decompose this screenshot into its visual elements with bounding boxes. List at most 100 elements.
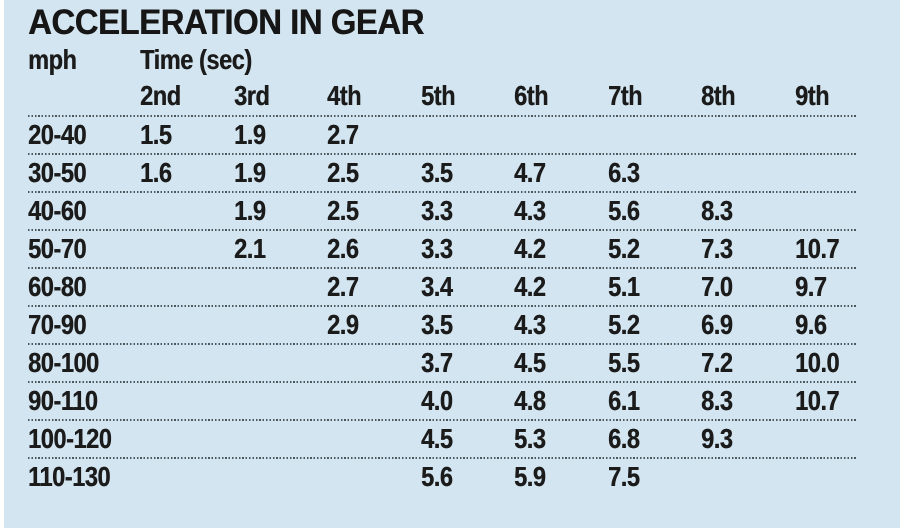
row-divider: [28, 457, 856, 459]
time-value: 1.5: [140, 119, 172, 150]
time-value: 2.6: [327, 233, 359, 264]
time-cell: [514, 126, 608, 144]
row-mph-label: 70-90: [28, 309, 87, 340]
gear-header-label: 6th: [514, 80, 549, 111]
row-mph-cell: 90-110: [28, 385, 140, 417]
time-cell: [234, 354, 328, 372]
time-cell: [140, 354, 234, 372]
time-value: 9.7: [794, 271, 827, 302]
time-value: 5.1: [607, 271, 640, 302]
time-value: 3.3: [420, 195, 453, 226]
time-cell: 4.2: [514, 271, 608, 303]
time-cell: [234, 392, 328, 410]
time-cell: 2.7: [327, 271, 421, 303]
time-cell: 7.5: [608, 461, 702, 493]
time-value: 6.1: [607, 385, 640, 416]
time-cell: 10.7: [795, 233, 857, 265]
mph-header-label: mph: [28, 44, 77, 75]
time-cell: 6.3: [608, 157, 702, 189]
gear-header-cell-3rd: 3rd: [234, 80, 328, 112]
time-cell: [795, 468, 857, 486]
row-mph-cell: 70-90: [28, 309, 140, 341]
time-cell: 8.3: [701, 385, 795, 417]
time-cell: 2.5: [327, 195, 421, 227]
row-mph-label: 80-100: [28, 347, 99, 378]
time-cell: [701, 126, 795, 144]
time-cell: 3.3: [421, 195, 515, 227]
time-sec-header-cell: Time (sec): [140, 44, 856, 76]
row-mph-cell: 20-40: [28, 119, 140, 151]
time-cell: 4.7: [514, 157, 608, 189]
gear-header-cell-6th: 6th: [514, 80, 608, 112]
time-value: 10.7: [794, 385, 840, 416]
time-value: 4.5: [420, 423, 453, 454]
time-cell: 5.9: [514, 461, 608, 493]
time-cell: 3.5: [421, 157, 515, 189]
time-value: 2.9: [327, 309, 359, 340]
time-cell: 2.7: [327, 119, 421, 151]
time-value: 2.5: [327, 157, 359, 188]
time-cell: 3.5: [421, 309, 515, 341]
row-mph-cell: 50-70: [28, 233, 140, 265]
page-title-text: ACCELERATION IN GEAR: [28, 3, 424, 42]
gear-header-label: 4th: [327, 80, 362, 111]
time-value: 2.1: [233, 233, 266, 264]
time-cell: 2.6: [327, 233, 421, 265]
time-cell: [140, 430, 234, 448]
row-mph-label: 60-80: [28, 271, 87, 302]
time-cell: [701, 164, 795, 182]
row-mph-cell: 60-80: [28, 271, 140, 303]
time-cell: 7.3: [701, 233, 795, 265]
time-value: 10.7: [794, 233, 840, 264]
row-mph-label: 90-110: [28, 385, 98, 416]
time-cell: 4.3: [514, 309, 608, 341]
time-value: 4.8: [514, 385, 546, 416]
time-cell: 4.5: [421, 423, 515, 455]
time-value: 5.2: [607, 309, 640, 340]
time-cell: 1.9: [234, 119, 328, 151]
time-cell: [327, 468, 421, 486]
time-cell: [140, 278, 234, 296]
time-cell: 9.7: [795, 271, 857, 303]
time-cell: [234, 316, 328, 334]
table-row: 30-50 1.6 1.9 2.5 3.5 4.7 6.3: [28, 155, 856, 191]
time-cell: [795, 164, 857, 182]
table-row: 90-110 4.0 4.8 6.1 8.3 10.7: [28, 383, 856, 419]
row-mph-label: 110-130: [28, 461, 111, 492]
time-value: 10.0: [794, 347, 840, 378]
gear-header-label: 9th: [794, 80, 829, 111]
time-cell: [701, 468, 795, 486]
gear-header-label: 8th: [701, 80, 736, 111]
time-cell: [234, 430, 328, 448]
table-row: 110-130 5.6 5.9 7.5: [28, 459, 856, 495]
time-value: 3.4: [420, 271, 453, 302]
gear-header-cell-2nd: 2nd: [140, 80, 234, 112]
time-value: 6.3: [607, 157, 640, 188]
row-mph-label: 100-120: [28, 423, 112, 454]
row-divider: [28, 267, 856, 269]
time-cell: [795, 126, 857, 144]
gear-header-label: 2nd: [140, 80, 181, 111]
time-cell: [421, 126, 515, 144]
time-cell: 3.4: [421, 271, 515, 303]
mph-header-cell: mph: [28, 44, 140, 76]
time-value: 5.6: [420, 461, 453, 492]
row-divider: [28, 381, 856, 383]
time-cell: [140, 468, 234, 486]
time-cell: 2.9: [327, 309, 421, 341]
time-cell: [327, 430, 421, 448]
time-cell: 2.5: [327, 157, 421, 189]
time-value: 2.7: [327, 119, 359, 150]
time-cell: 1.6: [140, 157, 234, 189]
time-cell: 10.7: [795, 385, 857, 417]
time-cell: [327, 392, 421, 410]
time-cell: 6.9: [701, 309, 795, 341]
time-cell: 6.8: [608, 423, 702, 455]
time-value: 9.6: [794, 309, 827, 340]
time-cell: [234, 278, 328, 296]
time-value: 5.9: [514, 461, 546, 492]
left-edge-strip: [0, 0, 4, 528]
time-value: 5.6: [607, 195, 640, 226]
table-row: 80-100 3.7 4.5 5.5 7.2 10.0: [28, 345, 856, 381]
